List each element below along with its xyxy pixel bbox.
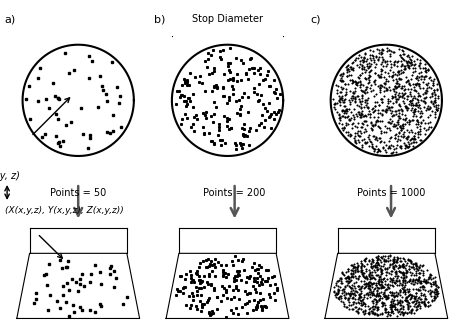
Text: c): c): [310, 15, 321, 25]
Text: Points = 50: Points = 50: [50, 188, 106, 197]
Text: Points = 200: Points = 200: [203, 188, 266, 197]
Text: a): a): [5, 15, 16, 25]
Text: (x, y, z): (x, y, z): [0, 171, 20, 181]
Text: (X(x,y,z), Y(x,y,z), Z(x,y,z)): (X(x,y,z), Y(x,y,z), Z(x,y,z)): [5, 206, 124, 215]
Text: Points = 1000: Points = 1000: [357, 188, 425, 197]
Text: Stop Diameter: Stop Diameter: [192, 13, 263, 24]
Text: b): b): [154, 15, 165, 25]
